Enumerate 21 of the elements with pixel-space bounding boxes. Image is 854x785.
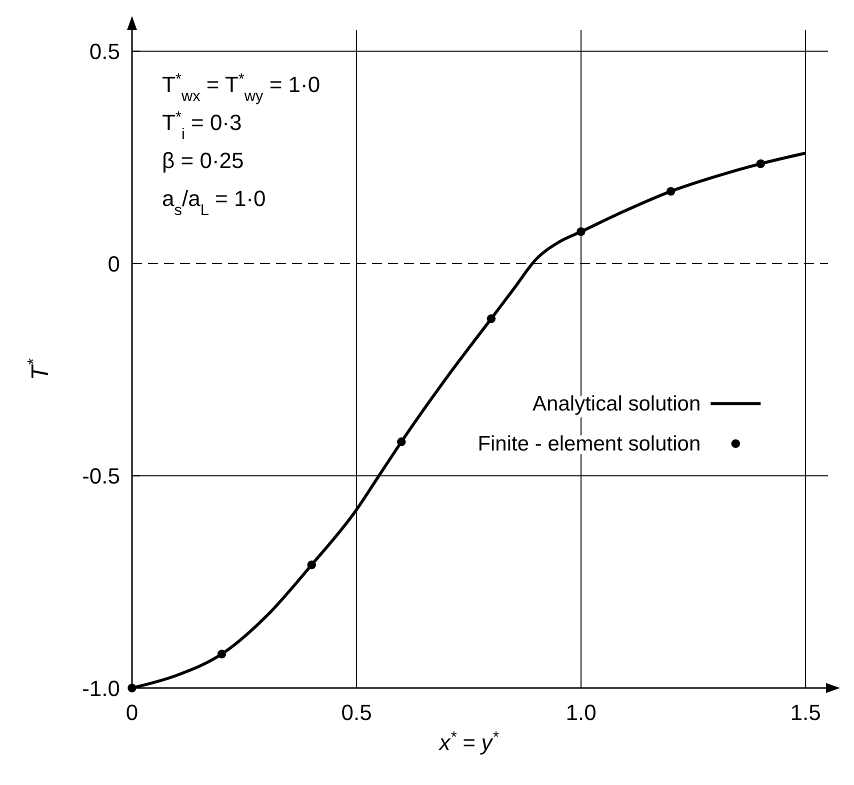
annotation: β = 0·25 (162, 148, 244, 173)
annotation: T$^{*}$$_{wx}$ = T$^{*}$$_{wy}$ = 1·0 (162, 70, 320, 104)
y-tick-label: -1.0 (82, 676, 120, 701)
x-tick-label: 0.5 (341, 700, 372, 725)
y-tick-label: 0 (108, 251, 120, 276)
y-tick-label: -0.5 (82, 464, 120, 489)
point (217, 650, 226, 658)
point (486, 314, 496, 324)
point (397, 437, 406, 446)
point (128, 684, 136, 692)
annotation: T$^{*}$$_{i}$ = 0·3 (162, 108, 242, 142)
point (756, 159, 766, 168)
annotation: a$_{s}$/a$_{L}$ = 1·0 (162, 186, 266, 218)
y-tick-label: 0.5 (89, 39, 120, 64)
x-axis-title: x$^{*}$ = y$^{*}$ (438, 728, 500, 755)
x-tick-label: 0 (126, 700, 138, 725)
x-tick-label: 1.5 (790, 700, 821, 725)
x-tick-label: 1.0 (566, 700, 596, 725)
point (307, 560, 316, 570)
point (576, 227, 586, 236)
point (666, 186, 676, 196)
